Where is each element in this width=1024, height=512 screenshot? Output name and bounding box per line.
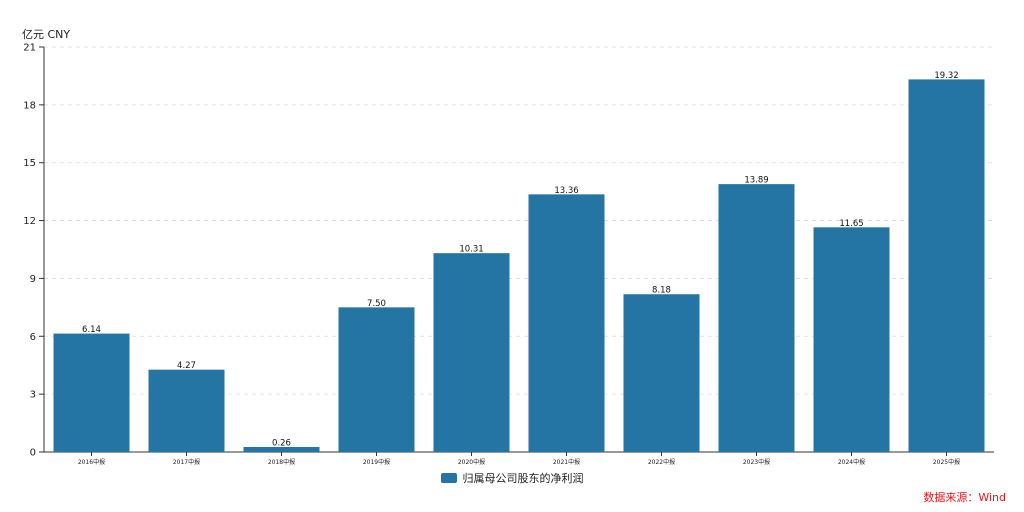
bar-value-label: 6.14: [82, 325, 101, 335]
y-tick-label: 18: [23, 100, 36, 111]
bar[interactable]: [718, 184, 795, 452]
y-tick-label: 0: [30, 448, 36, 459]
bar[interactable]: [243, 446, 320, 452]
x-tick-label: 2024中报: [838, 458, 865, 466]
bar-value-label: 19.32: [934, 71, 958, 81]
bar-value-label: 13.89: [744, 176, 768, 186]
bar[interactable]: [338, 307, 415, 452]
category-labels: 2016中报 2017中报 2018中报 2019中报 2020中报 2021中报 2022…: [78, 458, 960, 466]
x-tick-label: 2017中报: [173, 458, 200, 466]
y-axis-unit-label: 亿元 CNY: [22, 28, 71, 41]
y-tick-label: 21: [23, 43, 36, 54]
bar-value-label: 4.27: [177, 361, 196, 371]
y-tick-label: 15: [23, 158, 36, 169]
x-tick-label: 2025中报: [933, 458, 960, 466]
legend[interactable]: 归属母公司股东的净利润: [0, 470, 1024, 486]
bar[interactable]: [908, 79, 985, 453]
bar-value-label: 11.65: [839, 219, 863, 229]
bar[interactable]: [53, 333, 130, 452]
legend-swatch: [440, 473, 457, 483]
legend-label: 归属母公司股东的净利润: [462, 472, 584, 485]
bar[interactable]: [623, 294, 700, 452]
gridlines: [44, 46, 994, 395]
x-tick-label: 2018中报: [268, 458, 295, 466]
bar-value-label: 7.50: [367, 299, 386, 309]
x-tick-label: 2020中报: [458, 458, 485, 466]
y-tick-label: 6: [30, 332, 36, 343]
y-tick-label: 9: [30, 274, 36, 285]
y-tick-label: 12: [23, 216, 36, 227]
bar-value-label: 0.26: [272, 438, 291, 448]
bar-value-label: 10.31: [459, 245, 483, 255]
bar-value-label: 13.36: [554, 186, 578, 196]
bar[interactable]: [148, 369, 225, 452]
x-tick-label: 2022中报: [648, 458, 675, 466]
y-tick-label: 3: [30, 390, 36, 401]
x-tick-label: 2021中报: [553, 458, 580, 466]
bar[interactable]: [813, 227, 890, 452]
value-labels: 6.14 4.27 0.26 7.50 10.31 13.36 8.18 13.89 11.65…: [82, 71, 959, 449]
bar[interactable]: [433, 253, 510, 452]
bars: [53, 79, 985, 453]
bar-value-label: 8.18: [652, 286, 671, 296]
x-tick-label: 2019中报: [363, 458, 390, 466]
x-tick-label: 2016中报: [78, 458, 105, 466]
data-source-note: 数据来源：Wind: [923, 491, 1006, 504]
x-tick-label: 2023中报: [743, 458, 770, 466]
bar[interactable]: [528, 194, 605, 453]
